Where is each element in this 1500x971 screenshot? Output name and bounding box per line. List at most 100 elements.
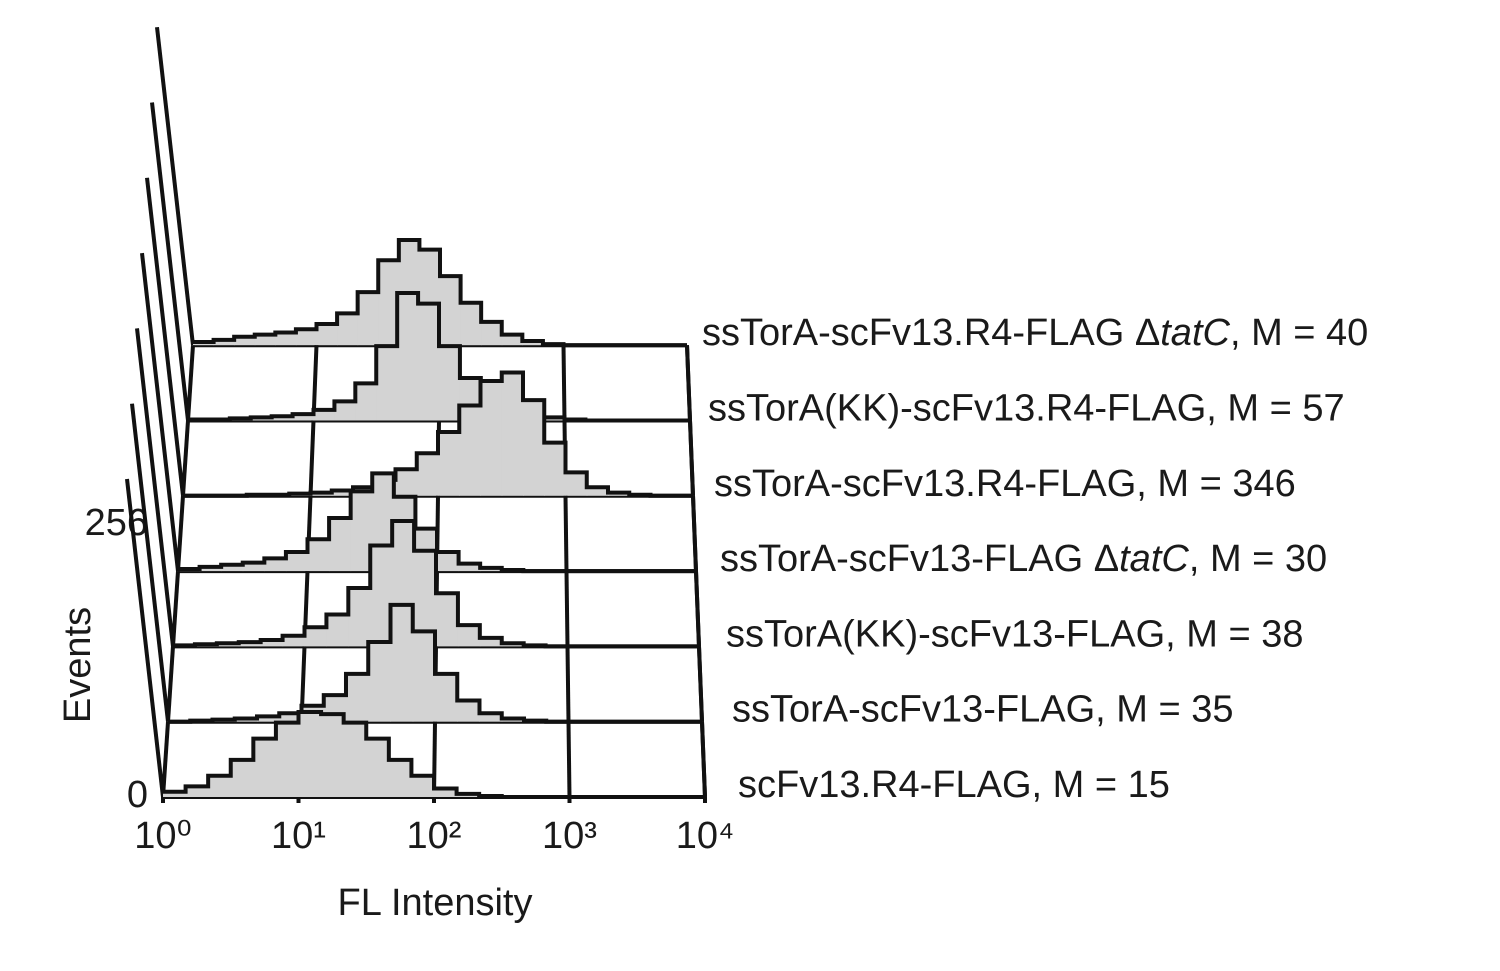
histogram-bar — [257, 716, 280, 722]
histogram-bar — [350, 491, 373, 572]
box-edge — [694, 571, 701, 647]
series-label: ssTorA-scFv13.R4-FLAG, M = 346 — [714, 463, 1296, 505]
histogram-bar — [480, 381, 503, 496]
layer-axis — [155, 26, 195, 346]
histogram-bar — [313, 409, 335, 421]
grid-line — [308, 420, 316, 496]
histogram-bar — [565, 472, 588, 496]
label-part: ssTorA(KK)-scFv13.R4-FLAG, M = 57 — [708, 388, 1345, 430]
series-label: ssTorA-scFv13-FLAG ΔtatC, M = 30 — [720, 538, 1327, 580]
layer-axis — [145, 177, 185, 497]
histogram-bar — [343, 722, 367, 797]
grid-line — [166, 646, 175, 722]
histogram-outline — [193, 238, 687, 348]
histogram-bar — [355, 383, 377, 421]
histogram-bar — [376, 346, 398, 421]
grid-line — [161, 721, 170, 798]
histogram-bar — [368, 642, 392, 722]
layer: ssTorA-scFv13-FLAG, M = 35 — [130, 403, 1234, 731]
histogram-bar — [479, 637, 503, 647]
x-tick-label: 10⁴ — [676, 815, 735, 857]
histogram-bar — [271, 416, 294, 421]
histogram-bar — [439, 346, 461, 421]
label-part: ssTorA-scFv13-FLAG Δ — [720, 538, 1119, 580]
histogram-bar — [586, 487, 609, 496]
histogram-bar — [522, 340, 544, 346]
histogram-outline — [178, 471, 696, 574]
histogram-bar — [459, 405, 481, 496]
label-part: ssTorA-scFv13.R4-FLAG, M = 346 — [714, 463, 1296, 505]
box-edge — [697, 646, 704, 722]
histogram-bar — [460, 302, 482, 346]
layer-axis — [150, 102, 190, 421]
x-tick-label: 10³ — [542, 815, 597, 857]
histogram-bar — [304, 627, 327, 647]
label-part: ssTorA-scFv13.R4-FLAG Δ — [702, 312, 1160, 354]
label-part: ssTorA(KK)-scFv13-FLAG, M = 38 — [726, 613, 1304, 655]
histogram-bar — [242, 562, 265, 572]
grid-line — [186, 345, 195, 421]
label-part: , M = 40 — [1230, 312, 1368, 354]
layer: scFv13.R4-FLAG, M = 15 — [125, 478, 1170, 806]
histogram-bar — [275, 332, 297, 346]
y-axis-label: Events — [57, 607, 99, 723]
histogram-bar — [414, 550, 437, 647]
histogram-bar — [357, 292, 379, 346]
histogram-bar — [345, 673, 369, 722]
histogram-bar — [329, 517, 352, 572]
series-label: ssTorA(KK)-scFv13-FLAG, M = 38 — [726, 613, 1304, 655]
y-tick-label: 256 — [85, 502, 148, 544]
histogram-bar — [418, 303, 440, 421]
histogram-bar — [458, 563, 481, 572]
histogram-bar — [397, 293, 419, 421]
histogram-bar — [264, 558, 287, 572]
x-tick-label: 10¹ — [271, 815, 326, 857]
label-part: scFv13.R4-FLAG, M = 15 — [738, 764, 1170, 806]
histogram-bar — [438, 432, 460, 496]
grid-line — [171, 570, 180, 647]
histogram-bar — [298, 712, 322, 797]
histogram-outline — [188, 291, 690, 423]
histogram-bar — [199, 566, 222, 572]
y-tick-label: 0 — [127, 774, 148, 816]
histogram-bar — [337, 313, 359, 346]
histogram-bar — [411, 775, 435, 797]
box-edge — [685, 345, 692, 421]
histogram-bar — [238, 642, 262, 647]
box-edge — [700, 721, 707, 798]
histogram-outline — [173, 519, 699, 649]
layer: ssTorA-scFv13.R4-FLAG ΔtatC, M = 40 — [155, 26, 1368, 354]
histogram-bar — [416, 453, 439, 496]
histogram-bar — [544, 442, 566, 496]
histogram-bar — [457, 700, 480, 722]
series-label: ssTorA(KK)-scFv13.R4-FLAG, M = 57 — [708, 388, 1345, 430]
histogram-bar — [440, 276, 462, 346]
x-tick-label: 10⁰ — [134, 815, 192, 857]
label-part: tatC — [1119, 538, 1189, 580]
series-label: scFv13.R4-FLAG, M = 15 — [738, 764, 1170, 806]
histogram-bar — [275, 722, 299, 797]
histogram-bar — [282, 635, 305, 647]
histogram-bar — [234, 336, 256, 346]
x-tick-label: 10² — [407, 815, 462, 857]
layer-axis — [130, 403, 170, 722]
grid-line — [566, 721, 572, 798]
x-axis-label: FL Intensity — [337, 882, 532, 924]
histogram-bar — [208, 775, 232, 797]
histogram-outline — [168, 602, 702, 724]
box-edge — [688, 420, 695, 496]
histogram-bar — [279, 713, 302, 722]
histogram-bar — [436, 593, 459, 647]
grid-line — [181, 420, 190, 496]
histogram-bar — [334, 401, 356, 421]
histogram-bar — [307, 539, 330, 572]
label-part: , M = 30 — [1189, 538, 1327, 580]
grid-line — [563, 495, 569, 572]
histogram-bar — [331, 490, 354, 496]
layer: ssTorA(KK)-scFv13.R4-FLAG, M = 57 — [150, 102, 1345, 430]
histogram-bar — [378, 260, 400, 346]
histogram-bar — [221, 564, 244, 572]
histogram-bar — [366, 738, 390, 797]
histogram-outline — [183, 370, 693, 498]
histogram-bar — [481, 321, 503, 346]
